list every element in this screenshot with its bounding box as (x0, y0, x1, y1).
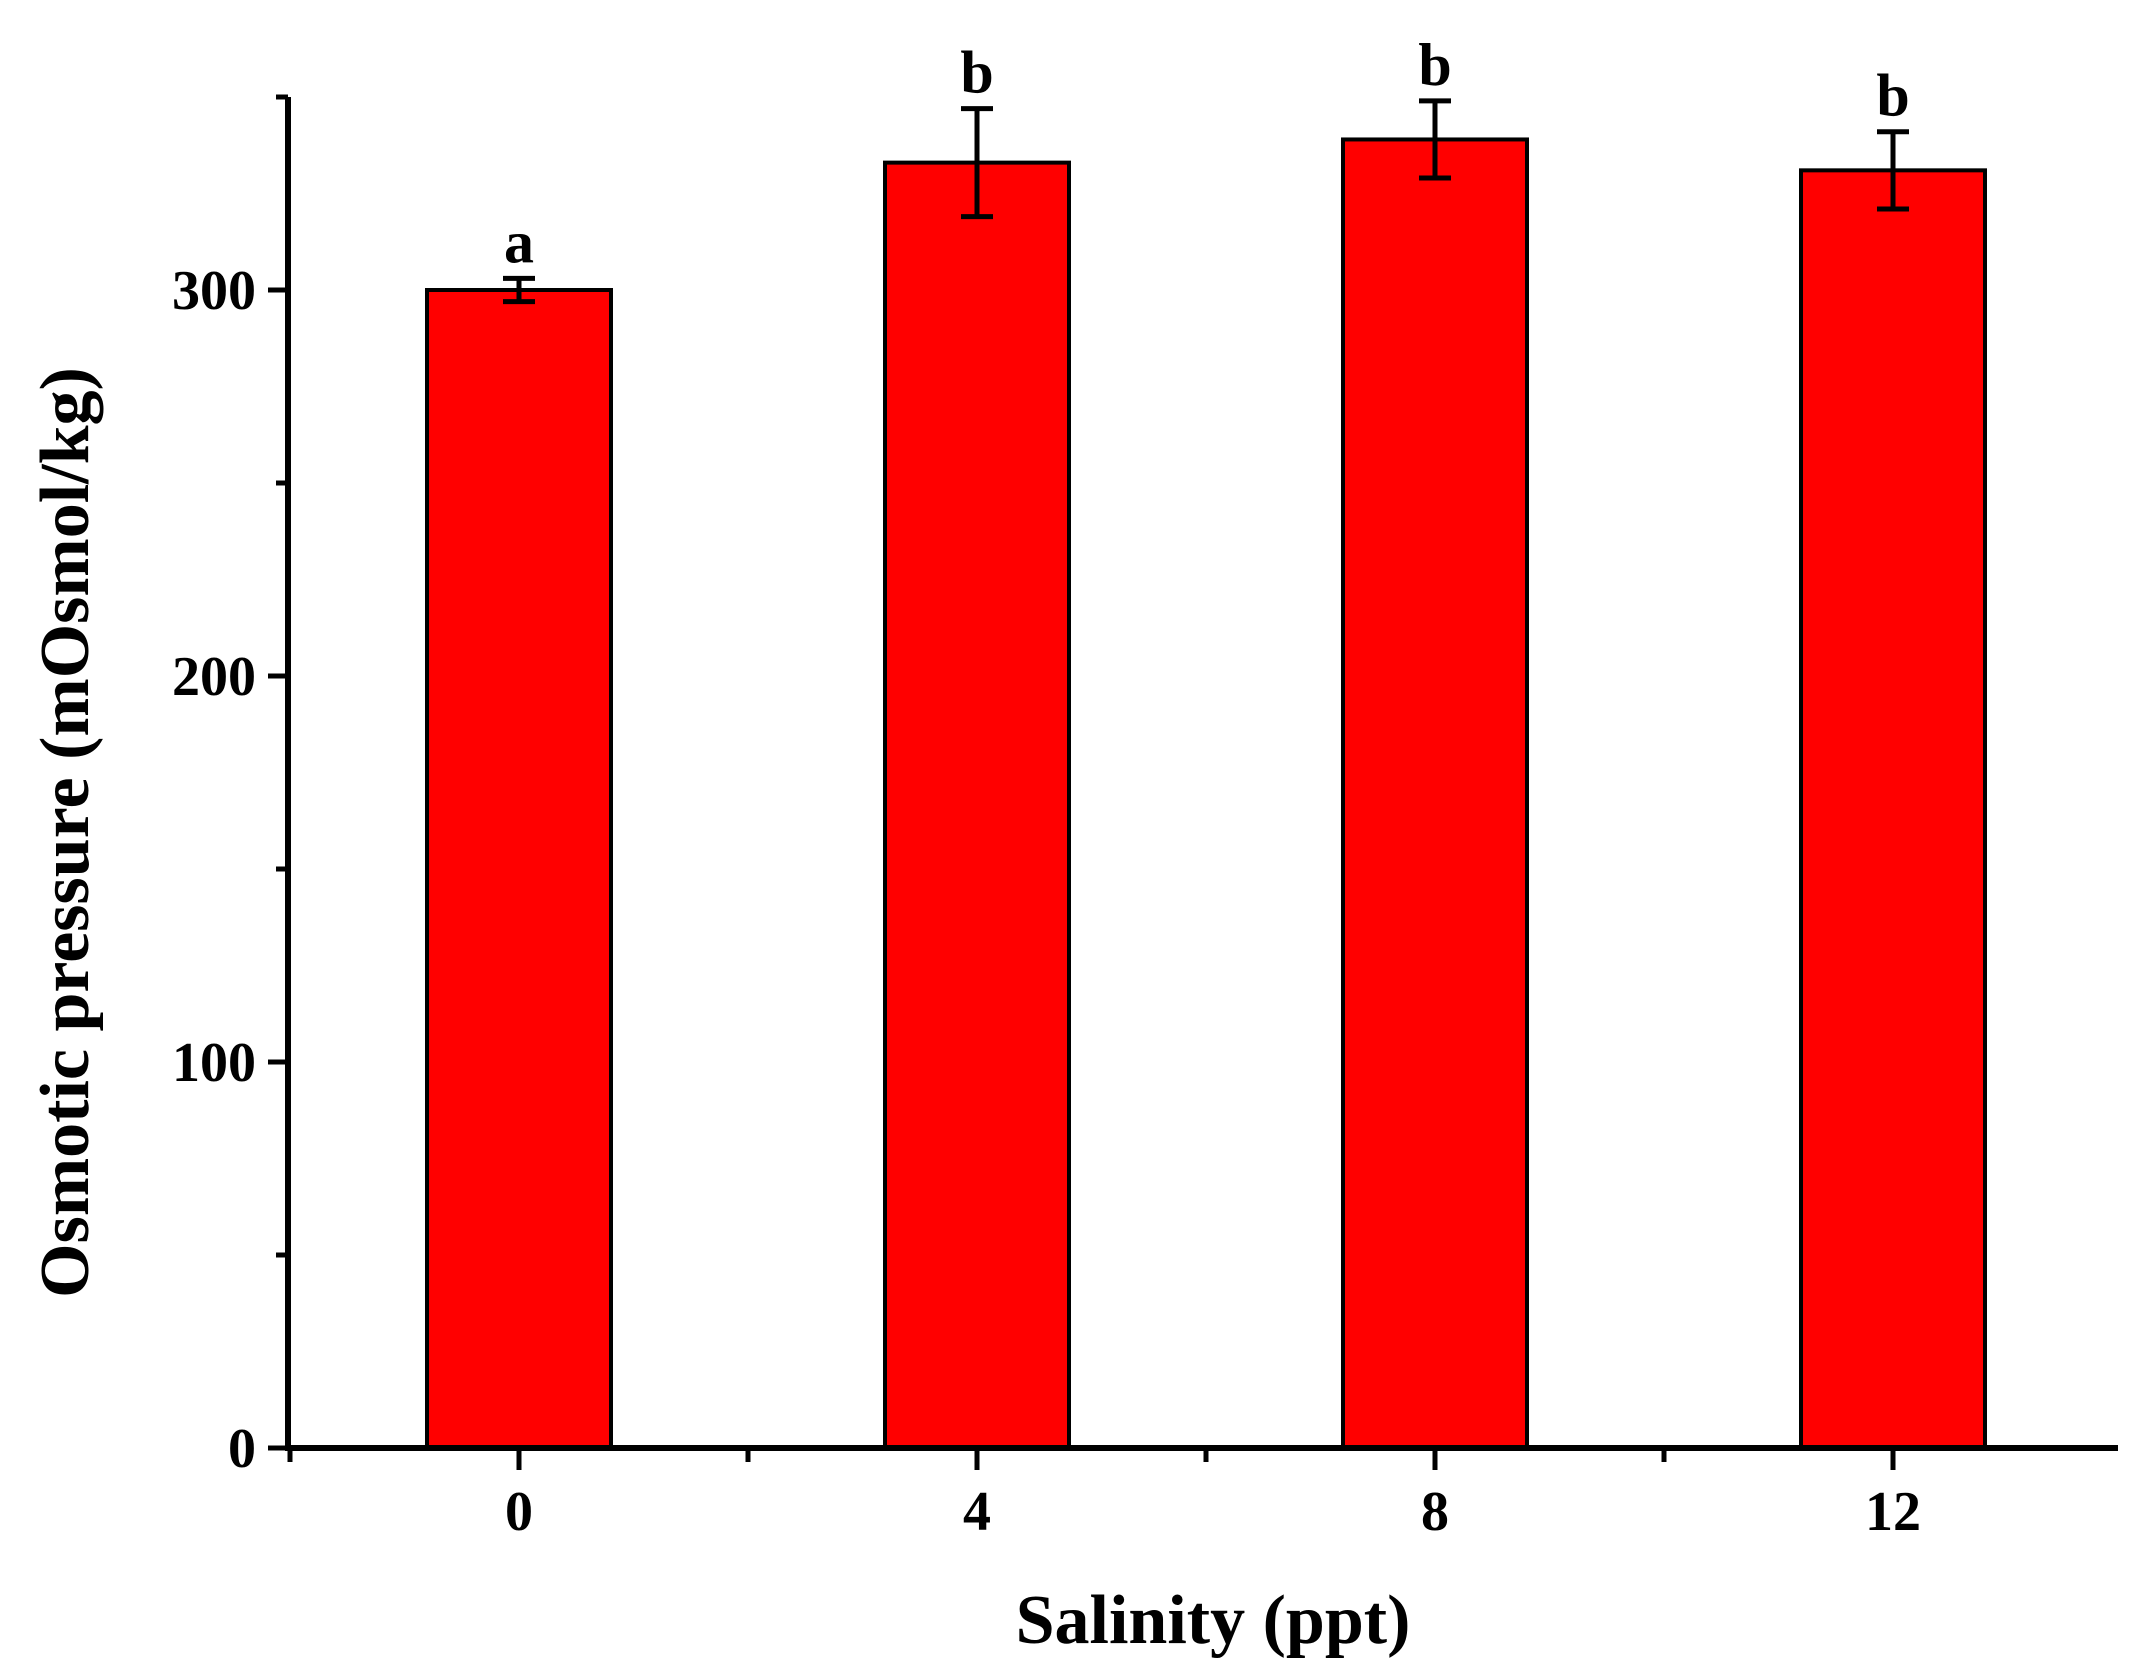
y-tick-label-0: 0 (228, 1418, 256, 1480)
bar-4 (883, 160, 1071, 1450)
y-tick-label-100: 100 (172, 1032, 256, 1094)
significance-letter-8: b (1418, 32, 1451, 98)
y-tick-label-200: 200 (172, 646, 256, 708)
significance-letter-4: b (960, 40, 993, 106)
bar-0 (425, 288, 613, 1450)
significance-letter-0: a (504, 209, 534, 275)
bar-12 (1799, 168, 1987, 1451)
x-tick-label-12: 12 (1865, 1481, 1921, 1543)
error-bar-12 (1877, 129, 1909, 212)
significance-letters-layer: a b b b (504, 32, 1910, 276)
x-tick-label-0: 0 (505, 1481, 533, 1543)
error-bar-4 (961, 106, 993, 220)
y-tick-label-300: 300 (172, 260, 256, 322)
significance-letter-12: b (1876, 63, 1909, 129)
error-bars-layer (503, 98, 1909, 305)
error-bar-0 (503, 275, 535, 305)
x-axis-title: Salinity (ppt) (1016, 1582, 1411, 1659)
bars-layer (425, 137, 1987, 1451)
y-ticks-layer: 0 100 200 300 (172, 94, 288, 1480)
x-tick-label-4: 4 (963, 1481, 991, 1543)
error-bar-8 (1419, 98, 1451, 181)
axes-layer (285, 97, 2118, 1451)
x-ticks-layer: 0 4 8 12 (287, 1448, 1921, 1543)
bar-8 (1341, 137, 1529, 1451)
y-axis-title: Osmotic pressure (mOsmol/kg) (27, 367, 104, 1298)
x-tick-label-8: 8 (1421, 1481, 1449, 1543)
